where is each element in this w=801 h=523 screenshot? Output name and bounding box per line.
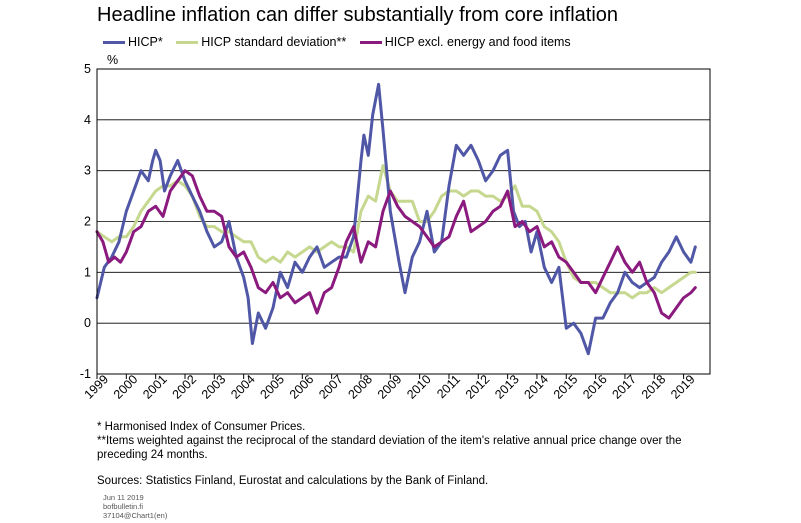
y-tick-label: 0	[84, 316, 91, 330]
series-line-core	[95, 169, 697, 320]
series-line-hicp	[95, 82, 697, 356]
footnote-std-dev-line2: preceding 24 months.	[97, 449, 208, 461]
legend-label-std-dev: HICP standard deviation**	[201, 35, 347, 49]
x-tick-label: 2009	[375, 372, 405, 402]
legend-swatch-core	[359, 41, 382, 45]
x-tick-label: 2014	[522, 372, 552, 402]
x-tick-label: 2008	[346, 372, 376, 402]
x-tick-label: 2011	[434, 372, 463, 401]
x-tick-label: 2016	[580, 372, 610, 402]
meta-id: 37104@Chart1(en)	[103, 511, 168, 520]
footnote-std-dev-line1: **Items weighted against the reciprocal …	[97, 435, 682, 447]
legend-label-core: HICP excl. energy and food items	[384, 35, 571, 49]
x-tick-label: 2010	[404, 372, 434, 402]
x-tick-label: 2018	[639, 372, 669, 402]
x-tick-label: 2017	[609, 372, 639, 402]
x-tick-label: 2019	[668, 372, 698, 402]
meta-site: bofbulletin.fi	[103, 502, 144, 511]
y-tick-label: 4	[84, 113, 91, 127]
x-tick-label: 2002	[170, 372, 200, 402]
footnotes: * Harmonised Index of Consumer Prices. *…	[97, 420, 682, 462]
x-tick-label: 2006	[287, 372, 317, 402]
x-tick-label: 2003	[199, 372, 229, 402]
y-tick-label: 2	[84, 215, 91, 229]
chart-meta: Jun 11 2019 bofbulletin.fi 37104@Chart1(…	[103, 493, 167, 520]
legend-item-hicp: HICP*	[103, 35, 163, 49]
x-tick-label: 2005	[258, 372, 288, 402]
legend-item-core: HICP excl. energy and food items	[359, 35, 571, 49]
x-tick-label: 2004	[228, 372, 258, 402]
y-tick-label: 5	[84, 62, 91, 76]
y-tick-label: -1	[80, 367, 91, 381]
x-tick-label: 2012	[463, 372, 493, 402]
legend-label-hicp: HICP*	[128, 35, 163, 49]
plot-frame	[96, 68, 711, 375]
legend-swatch-hicp	[103, 41, 125, 45]
meta-date: Jun 11 2019	[103, 493, 144, 502]
y-tick-label: 3	[84, 164, 91, 178]
y-tick-label: 1	[84, 265, 91, 279]
legend: HICP* HICP standard deviation** HICP exc…	[103, 35, 581, 49]
x-tick-label: 2007	[316, 372, 346, 402]
chart-title: Headline inflation can differ substantia…	[97, 4, 619, 26]
x-tick-label: 2013	[492, 372, 522, 402]
legend-item-std-dev: HICP standard deviation**	[176, 35, 346, 49]
x-tick-label: 2000	[111, 372, 141, 402]
sources: Sources: Statistics Finland, Eurostat an…	[97, 475, 489, 487]
y-axis-unit: %	[107, 53, 118, 67]
footnote-hicp: * Harmonised Index of Consumer Prices.	[97, 421, 306, 433]
x-tick-label: 2001	[140, 372, 170, 402]
legend-swatch-std-dev	[176, 41, 199, 45]
x-tick-label: 2015	[551, 372, 581, 402]
